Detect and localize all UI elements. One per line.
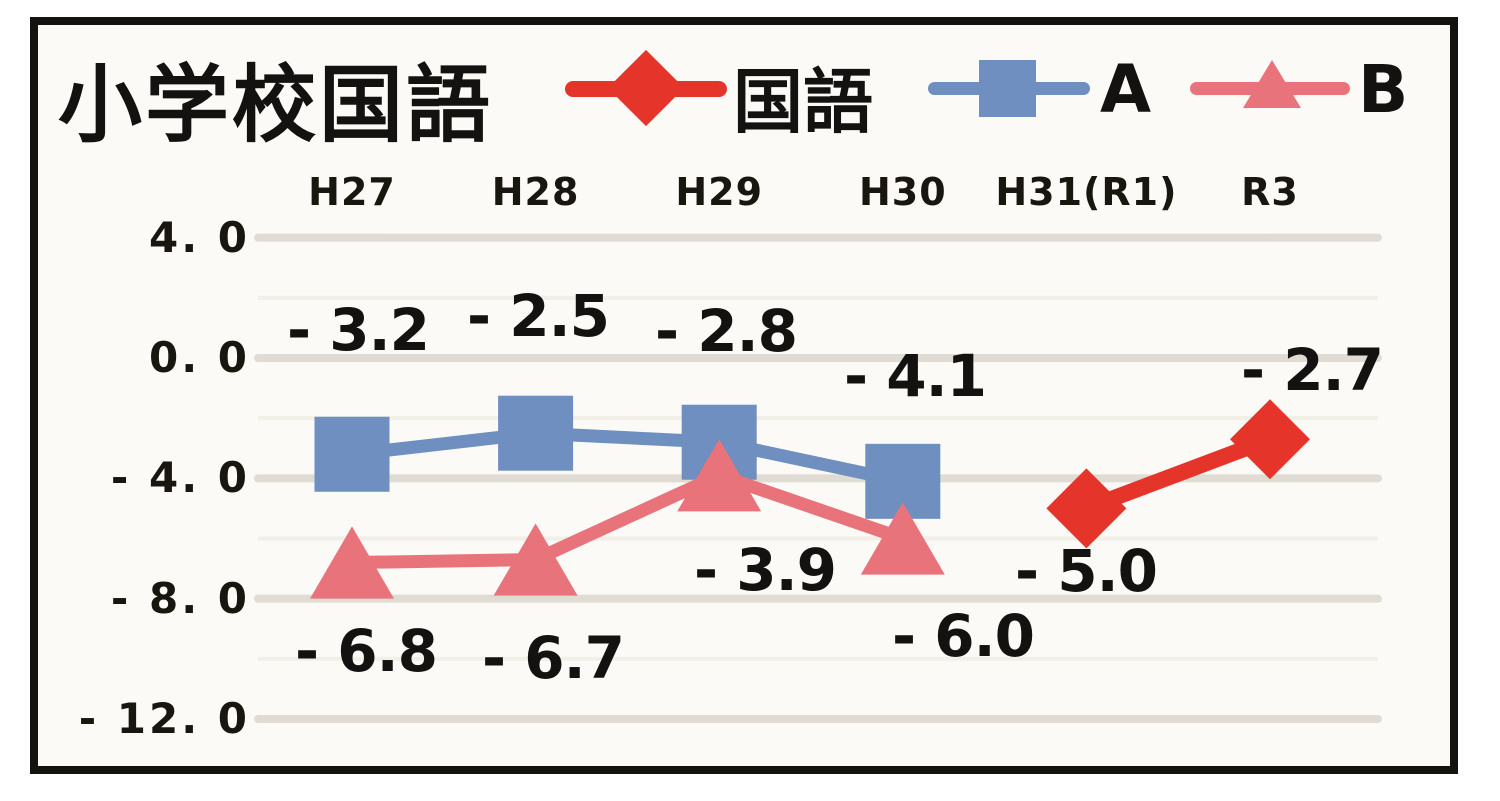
x-tick-label: H30 [858,170,947,214]
x-tick-label: H27 [308,170,396,214]
series-line [351,468,905,570]
marker-diamond-icon [1230,399,1310,480]
data-label: - 6.7 [481,624,625,692]
x-tick-label: H31(R1) [995,170,1178,214]
data-label: - 6.0 [891,602,1035,670]
marker-triangle-icon [860,502,945,575]
legend-label-b: B [1358,51,1409,128]
x-tick-label: H29 [675,170,764,214]
marker-square-icon [498,395,574,471]
legend-square-icon [979,60,1036,117]
x-tick-label: H28 [491,170,580,214]
marker-diamond-icon [1046,468,1127,549]
marker-triangle-icon [677,439,762,512]
series-line [351,426,905,488]
data-label: - 2.5 [466,282,610,350]
data-label: - 5.0 [1014,537,1158,605]
series-line [1083,431,1273,516]
y-tick-label: 4. 0 [148,212,250,262]
marker-triangle-icon [493,523,578,596]
y-tick-label: 0. 0 [148,333,250,382]
legend-label-kokugo: 国語 [733,61,873,143]
legend-label-a: A [1100,51,1152,128]
marker-triangle-icon [310,526,394,599]
chart-frame [30,17,1458,774]
data-label: - 3.2 [286,296,430,364]
data-label: - 6.8 [294,617,438,685]
data-label: - 2.7 [1240,336,1384,404]
marker-square-icon [314,416,390,492]
data-label: - 2.8 [654,297,798,365]
y-tick-label: - 12. 0 [78,693,250,743]
chart-title: 小学校国語 [58,56,494,154]
legend-triangle-icon [1243,60,1301,108]
data-label: - 4.1 [843,342,987,410]
x-tick-label: R3 [1241,170,1299,214]
y-tick-label: - 4. 0 [110,453,250,503]
data-label: - 3.9 [693,536,837,604]
y-tick-label: - 8. 0 [110,573,250,623]
